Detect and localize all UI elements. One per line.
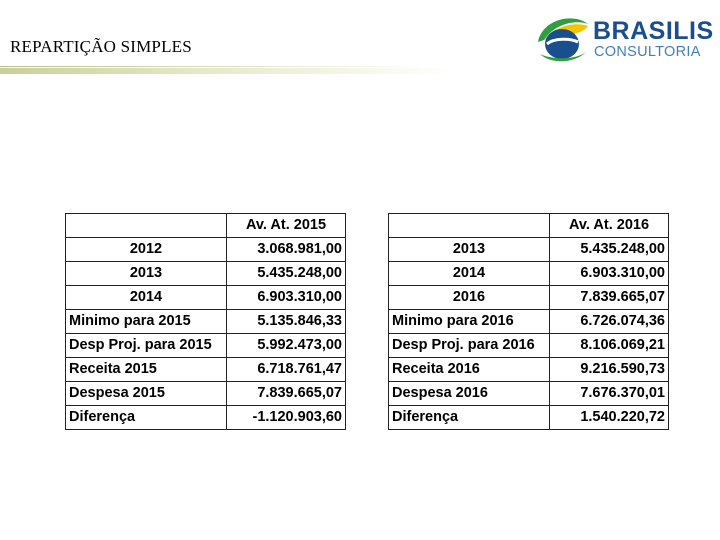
table-row: Minimo para 2015 5.135.846,33 xyxy=(65,309,346,334)
row-value: 1.540.220,72 xyxy=(549,405,669,430)
table-2016: Av. At. 2016 2013 5.435.248,00 2014 6.903.… xyxy=(388,213,669,430)
table-row: 2016 7.839.665,07 xyxy=(388,285,669,310)
row-value: 9.216.590,73 xyxy=(549,357,669,382)
row-label: Despesa 2015 xyxy=(65,381,227,406)
row-label: 2016 xyxy=(388,285,550,310)
table-header-empty xyxy=(388,213,550,238)
table-row: Desp Proj. para 2016 8.106.069,21 xyxy=(388,333,669,358)
row-value: -1.120.903,60 xyxy=(226,405,346,430)
slide-title: REPARTIÇÃO SIMPLES xyxy=(10,37,192,56)
table-header: Av. At. 2016 xyxy=(549,213,669,238)
row-label: Diferença xyxy=(65,405,227,430)
table-header-row: Av. At. 2016 xyxy=(388,213,669,238)
row-label: Diferença xyxy=(388,405,550,430)
row-label: 2014 xyxy=(65,285,227,310)
title-underline-thin xyxy=(0,66,430,67)
table-row: 2014 6.903.310,00 xyxy=(65,285,346,310)
logo-wordmark: BRASILIS xyxy=(593,17,714,45)
brasilis-logo: BRASILIS CONSULTORIA xyxy=(534,14,718,64)
row-label: Minimo para 2016 xyxy=(388,309,550,334)
brazil-globe-icon xyxy=(538,18,588,62)
table-row: Minimo para 2016 6.726.074,36 xyxy=(388,309,669,334)
row-label: 2014 xyxy=(388,261,550,286)
row-label: 2013 xyxy=(65,261,227,286)
table-row: Diferença -1.120.903,60 xyxy=(65,405,346,430)
table-header: Av. At. 2015 xyxy=(226,213,346,238)
row-value: 7.839.665,07 xyxy=(549,285,669,310)
row-value: 5.135.846,33 xyxy=(226,309,346,334)
table-row: 2014 6.903.310,00 xyxy=(388,261,669,286)
row-value: 6.718.761,47 xyxy=(226,357,346,382)
table-header-row: Av. At. 2015 xyxy=(65,213,346,238)
row-value: 5.992.473,00 xyxy=(226,333,346,358)
title-underline xyxy=(0,68,455,74)
table-row: Diferença 1.540.220,72 xyxy=(388,405,669,430)
row-label: Receita 2015 xyxy=(65,357,227,382)
row-value: 6.903.310,00 xyxy=(549,261,669,286)
row-value: 3.068.981,00 xyxy=(226,237,346,262)
row-value: 5.435.248,00 xyxy=(549,237,669,262)
table-row: 2013 5.435.248,00 xyxy=(388,237,669,262)
table-row: Despesa 2015 7.839.665,07 xyxy=(65,381,346,406)
row-value: 7.839.665,07 xyxy=(226,381,346,406)
table-row: Receita 2016 9.216.590,73 xyxy=(388,357,669,382)
table-row: Receita 2015 6.718.761,47 xyxy=(65,357,346,382)
row-value: 5.435.248,00 xyxy=(226,261,346,286)
logo-subtitle: CONSULTORIA xyxy=(594,44,701,60)
table-row: Desp Proj. para 2015 5.992.473,00 xyxy=(65,333,346,358)
table-2015: Av. At. 2015 2012 3.068.981,00 2013 5.435.… xyxy=(65,213,346,430)
table-header-empty xyxy=(65,213,227,238)
row-label: 2013 xyxy=(388,237,550,262)
row-value: 6.726.074,36 xyxy=(549,309,669,334)
table-row: 2013 5.435.248,00 xyxy=(65,261,346,286)
row-label: Desp Proj. para 2015 xyxy=(65,333,227,358)
row-label: Minimo para 2015 xyxy=(65,309,227,334)
row-value: 7.676.370,01 xyxy=(549,381,669,406)
row-value: 6.903.310,00 xyxy=(226,285,346,310)
table-row: Despesa 2016 7.676.370,01 xyxy=(388,381,669,406)
row-value: 8.106.069,21 xyxy=(549,333,669,358)
row-label: Despesa 2016 xyxy=(388,381,550,406)
row-label: Desp Proj. para 2016 xyxy=(388,333,550,358)
row-label: Receita 2016 xyxy=(388,357,550,382)
row-label: 2012 xyxy=(65,237,227,262)
table-row: 2012 3.068.981,00 xyxy=(65,237,346,262)
